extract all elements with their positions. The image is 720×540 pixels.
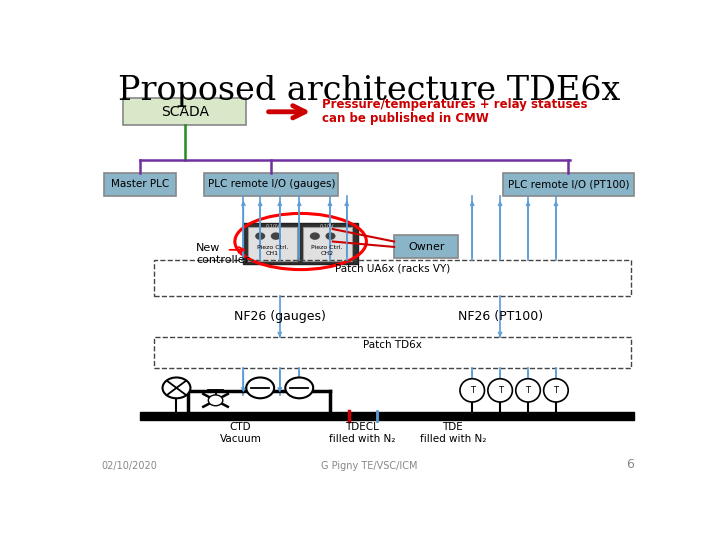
- Ellipse shape: [488, 379, 513, 402]
- Text: 02/10/2020: 02/10/2020: [101, 462, 157, 471]
- Text: T: T: [554, 386, 559, 395]
- Text: Owner: Owner: [408, 242, 444, 252]
- Text: can be published in CMW: can be published in CMW: [322, 112, 488, 125]
- Text: TDECL
filled with N₂: TDECL filled with N₂: [328, 422, 395, 444]
- Text: SCADA: SCADA: [161, 105, 209, 119]
- Circle shape: [163, 377, 191, 399]
- Bar: [204, 173, 338, 196]
- Circle shape: [310, 232, 320, 240]
- Text: PLC remote I/O (PT100): PLC remote I/O (PT100): [508, 179, 629, 190]
- Text: Pressure/temperatures + relay statuses: Pressure/temperatures + relay statuses: [322, 98, 587, 111]
- Text: PLC remote I/O (gauges): PLC remote I/O (gauges): [207, 179, 335, 190]
- Text: Piezo Ctrl.
CH1: Piezo Ctrl. CH1: [257, 245, 288, 256]
- Ellipse shape: [516, 379, 540, 402]
- Text: T: T: [469, 386, 474, 395]
- Bar: [124, 98, 246, 125]
- Text: T: T: [498, 386, 503, 395]
- Text: Piezo Ctrl.
CH2: Piezo Ctrl. CH2: [311, 245, 343, 256]
- Text: Patch UA6x (racks VY): Patch UA6x (racks VY): [335, 264, 450, 274]
- Bar: [154, 337, 631, 368]
- Bar: [394, 235, 459, 258]
- Circle shape: [255, 232, 265, 240]
- Text: 6: 6: [626, 458, 634, 471]
- Text: 0-10V: 0-10V: [320, 224, 334, 228]
- Bar: [104, 173, 176, 196]
- Text: TDE
filled with N₂: TDE filled with N₂: [420, 422, 486, 444]
- Ellipse shape: [460, 379, 485, 402]
- Circle shape: [246, 377, 274, 399]
- Circle shape: [208, 395, 222, 406]
- Bar: [503, 173, 634, 196]
- Bar: [154, 260, 631, 295]
- Text: NF26 (gauges): NF26 (gauges): [234, 310, 325, 323]
- Bar: [243, 223, 358, 265]
- Ellipse shape: [544, 379, 568, 402]
- Text: G Pigny TE/VSC/ICM: G Pigny TE/VSC/ICM: [320, 462, 418, 471]
- Circle shape: [271, 232, 281, 240]
- Text: 0-10V: 0-10V: [265, 224, 279, 228]
- Bar: [302, 227, 351, 261]
- Circle shape: [325, 232, 336, 240]
- Text: Master PLC: Master PLC: [111, 179, 169, 190]
- Text: Patch TD6x: Patch TD6x: [364, 341, 422, 350]
- Text: Proposed architecture TDE6x: Proposed architecture TDE6x: [118, 75, 620, 107]
- Bar: [248, 227, 297, 261]
- Circle shape: [285, 377, 313, 399]
- Text: NF26 (PT100): NF26 (PT100): [458, 310, 543, 323]
- Text: New
controller: New controller: [196, 243, 249, 265]
- Text: CTD
Vacuum: CTD Vacuum: [220, 422, 261, 444]
- Text: T: T: [526, 386, 531, 395]
